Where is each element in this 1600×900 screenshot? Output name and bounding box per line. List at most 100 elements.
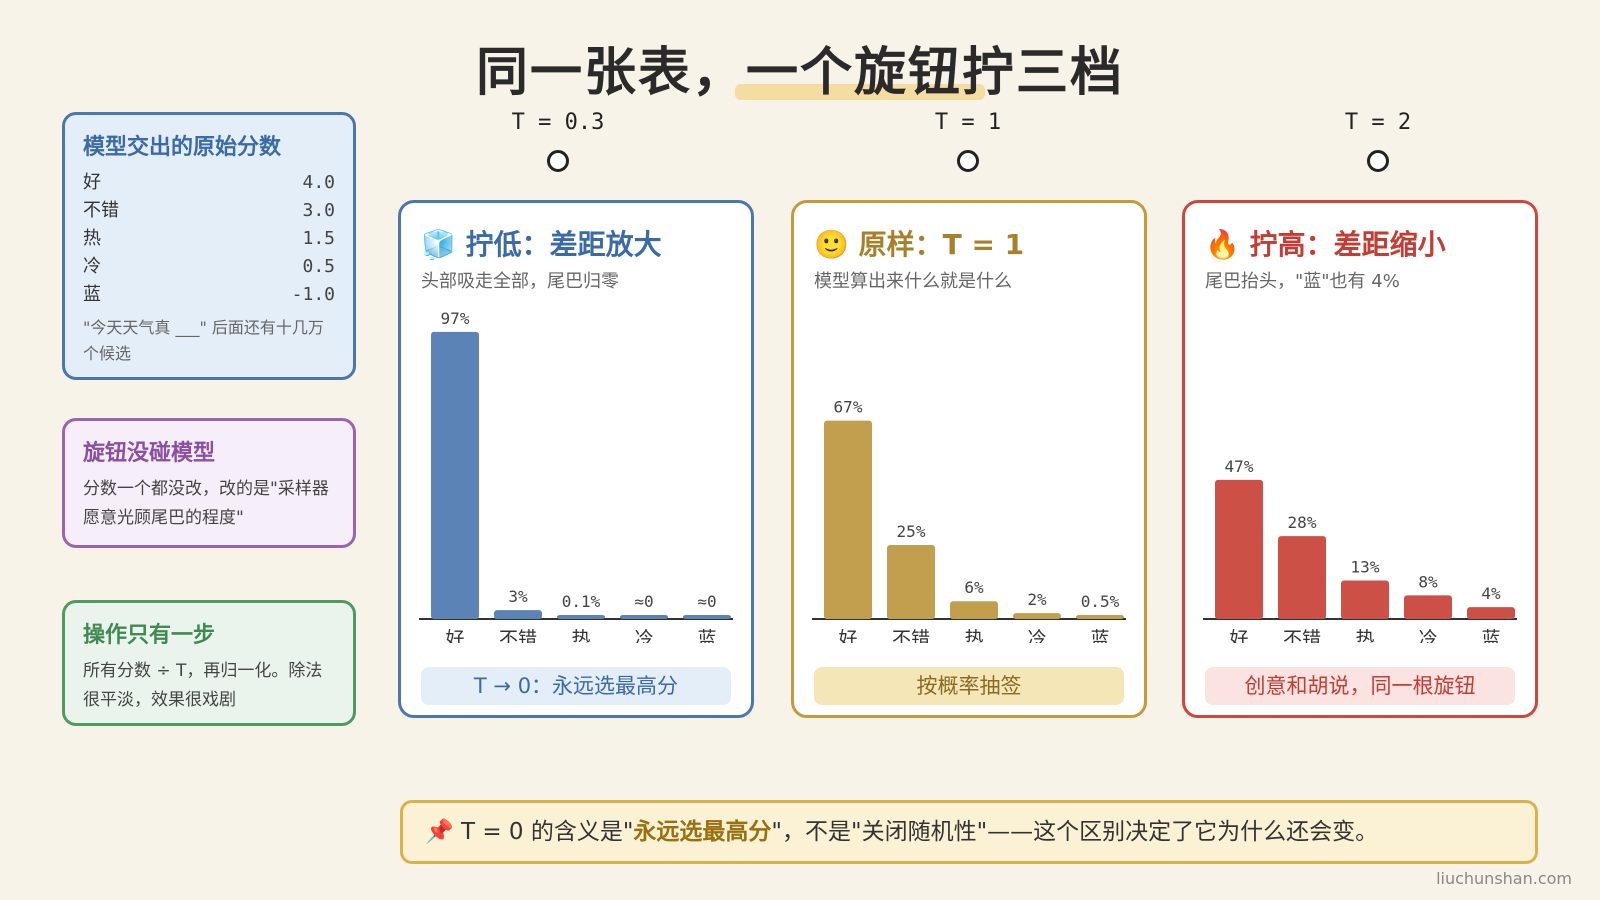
bar — [1467, 607, 1515, 619]
panel-mid-temp: 🙂 原样：T = 1 模型算出来什么就是什么 67% 好 25% 不错 6% 热 2% 冷 0.… — [791, 200, 1147, 718]
fire-icon: 🔥 — [1205, 228, 1240, 261]
score-value: 0.5 — [302, 256, 335, 277]
bottom-note-prefix: T = 0 的含义是" — [460, 819, 634, 845]
panel-low-subtitle: 头部吸走全部，尾巴归零 — [421, 271, 619, 292]
panel-mid-title-text: 原样：T = 1 — [858, 228, 1025, 261]
step-note-body: 所有分数 ÷ T，再归一化。除法很平淡，效果很戏剧 — [83, 661, 323, 710]
bar — [1404, 595, 1452, 619]
panel-mid-subtitle: 模型算出来什么就是什么 — [814, 271, 1012, 292]
bar-value-label: 97% — [441, 309, 470, 328]
bar-value-label: 25% — [897, 522, 926, 541]
knob-note-body: 分数一个都没改，改的是"采样器愿意光顾尾巴的程度" — [83, 479, 329, 528]
slider-knob-low[interactable] — [547, 150, 569, 172]
category-label: 蓝 — [697, 628, 716, 643]
bar — [431, 331, 479, 619]
step-note: 操作只有一步 所有分数 ÷ T，再归一化。除法很平淡，效果很戏剧 — [62, 600, 356, 726]
step-note-title: 操作只有一步 — [83, 623, 216, 648]
score-row: 热 1.5 — [83, 225, 335, 253]
score-word: 好 — [83, 172, 101, 193]
ice-icon: 🧊 — [421, 228, 456, 261]
category-label: 好 — [838, 628, 857, 643]
bottom-note-suffix: "，不是"关闭随机性"——这个区别决定了它为什么还会变。 — [771, 819, 1379, 845]
bar-value-label: 13% — [1351, 558, 1380, 577]
bar-value-label: 6% — [964, 578, 984, 597]
score-row: 不错 3.0 — [83, 197, 335, 225]
bar-value-label: ≈0 — [697, 592, 716, 611]
panel-low-title-text: 拧低：差距放大 — [465, 228, 662, 261]
score-value: 3.0 — [302, 200, 335, 221]
bar-value-label: 2% — [1027, 590, 1047, 609]
score-row: 好 4.0 — [83, 169, 335, 197]
score-word: 不错 — [83, 200, 119, 221]
panel-low-temp: 🧊 拧低：差距放大 头部吸走全部，尾巴归零 97% 好 3% 不错 0.1% 热 ≈0 冷 ≈0… — [398, 200, 754, 718]
panel-high-caption: 创意和胡说，同一根旋钮 — [1205, 667, 1515, 705]
category-label: 不错 — [892, 628, 930, 643]
bar — [1013, 613, 1061, 619]
panel-low-caption: T → 0：永远选最高分 — [421, 667, 731, 705]
panel-mid-caption: 按概率抽签 — [814, 667, 1124, 705]
bar-value-label: 8% — [1418, 572, 1438, 591]
chart-mid-temp: 67% 好 25% 不错 6% 热 2% 冷 0.5% 蓝 — [812, 398, 1126, 643]
bar-value-label: 0.1% — [562, 592, 601, 611]
page-title: 同一张表，一个旋钮拧三档 — [475, 43, 1124, 103]
score-word: 热 — [83, 228, 101, 249]
bar — [1278, 536, 1326, 619]
panel-high-temp: 🔥 拧高：差距缩小 尾巴抬头，"蓝"也有 4% 47% 好 28% 不错 13% 热 8% 冷… — [1182, 200, 1538, 718]
score-word: 冷 — [83, 256, 101, 277]
raw-scores-note: 模型交出的原始分数 好 4.0 不错 3.0 热 1.5 冷 0.5 蓝 -1.0 "今天… — [62, 112, 356, 380]
category-label: 冷 — [634, 628, 653, 643]
panel-high-subtitle: 尾巴抬头，"蓝"也有 4% — [1205, 271, 1400, 292]
panel-high-title-text: 拧高：差距缩小 — [1249, 228, 1446, 261]
smile-icon: 🙂 — [814, 228, 849, 261]
title-highlight — [735, 84, 985, 100]
category-label: 蓝 — [1481, 628, 1500, 643]
score-row: 蓝 -1.0 — [83, 281, 335, 309]
bottom-note-emphasis: 永远选最高分 — [633, 819, 772, 845]
category-label: 好 — [445, 628, 464, 643]
bar-value-label: 3% — [508, 587, 528, 606]
score-row: 冷 0.5 — [83, 253, 335, 281]
panel-low-title: 🧊 拧低：差距放大 — [421, 223, 662, 263]
category-label: 好 — [1229, 628, 1248, 643]
chart-high-temp: 47% 好 28% 不错 13% 热 8% 冷 4% 蓝 — [1203, 457, 1517, 643]
temp-label-mid: T = 1 — [934, 110, 1002, 135]
raw-scores-title: 模型交出的原始分数 — [83, 135, 282, 160]
category-label: 热 — [964, 628, 983, 643]
category-label: 蓝 — [1090, 628, 1109, 643]
bar-value-label: 0.5% — [1081, 592, 1120, 611]
category-label: 不错 — [499, 628, 537, 643]
bar — [683, 615, 731, 619]
category-label: 热 — [571, 628, 590, 643]
temp-label-low: T = 0.3 — [511, 110, 605, 135]
raw-scores-footer: "今天天气真 ___" 后面还有十几万个候选 — [83, 318, 324, 363]
knob-note: 旋钮没碰模型 分数一个都没改，改的是"采样器愿意光顾尾巴的程度" — [62, 418, 356, 548]
bar-value-label: 67% — [834, 398, 863, 417]
bar — [620, 615, 668, 619]
chart-low-temp: 97% 好 3% 不错 0.1% 热 ≈0 冷 ≈0 蓝 — [419, 309, 733, 643]
panel-high-title: 🔥 拧高：差距缩小 — [1205, 223, 1446, 263]
bar — [557, 615, 605, 619]
temp-label-high: T = 2 — [1344, 110, 1412, 135]
bar — [1341, 580, 1389, 619]
score-value: 4.0 — [302, 172, 335, 193]
score-value: -1.0 — [291, 284, 335, 305]
bar-value-label: 4% — [1481, 584, 1501, 603]
bar — [494, 610, 542, 619]
bar — [1076, 615, 1124, 619]
bar — [1215, 479, 1263, 619]
bar-value-label: ≈0 — [634, 592, 653, 611]
score-value: 1.5 — [302, 228, 335, 249]
category-label: 热 — [1355, 628, 1374, 643]
bar — [887, 545, 935, 619]
bar — [950, 601, 998, 619]
site-credit: liuchunshan.com — [1436, 869, 1572, 888]
score-word: 蓝 — [83, 284, 101, 305]
pin-icon: 📌 — [425, 819, 454, 845]
bar-value-label: 28% — [1288, 513, 1317, 532]
knob-note-title: 旋钮没碰模型 — [83, 441, 216, 466]
category-label: 冷 — [1418, 628, 1437, 643]
slider-knob-mid[interactable] — [957, 150, 979, 172]
category-label: 冷 — [1027, 628, 1046, 643]
category-label: 不错 — [1283, 628, 1321, 643]
slider-knob-high[interactable] — [1367, 150, 1389, 172]
